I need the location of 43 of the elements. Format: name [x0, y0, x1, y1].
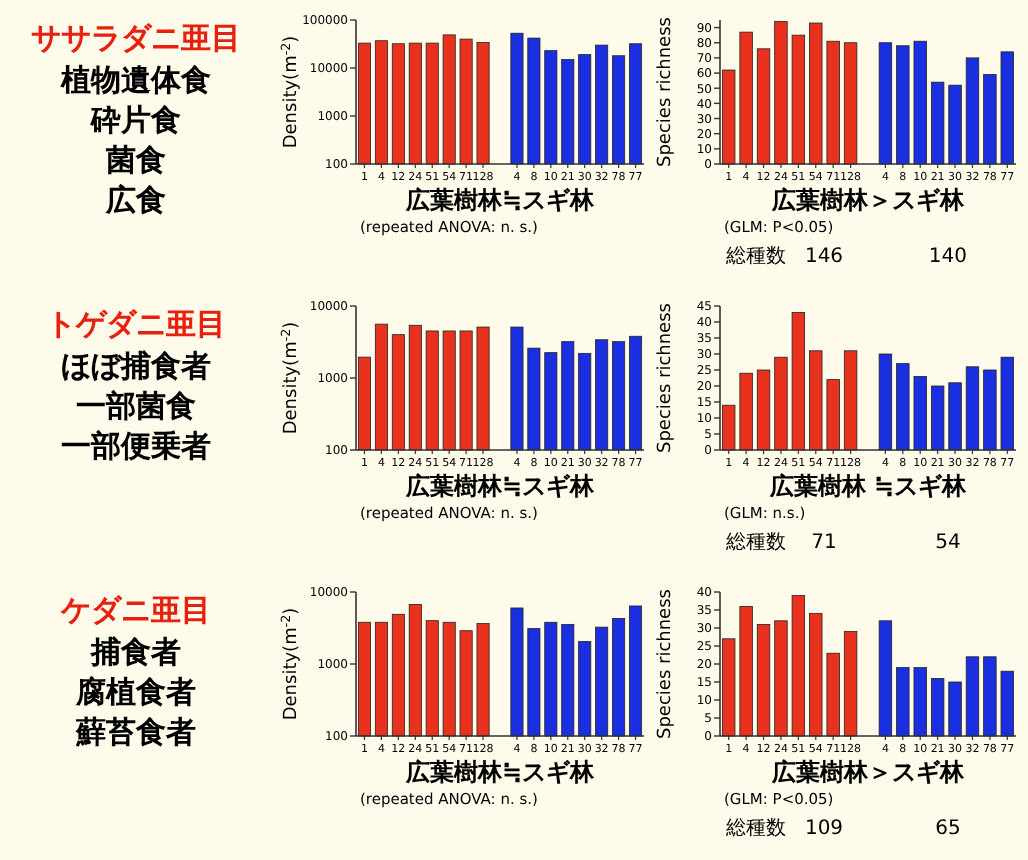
- text: 一部菌食: [76, 388, 196, 424]
- text: 総種数: [724, 816, 786, 840]
- bar: [843, 350, 858, 451]
- y-axis-title: Species richness: [656, 302, 676, 453]
- text: 146: [804, 246, 844, 268]
- text: 54: [935, 532, 961, 554]
- bar: [878, 42, 893, 165]
- text: トゲダニ亜目: [46, 306, 226, 342]
- bar: [756, 369, 771, 451]
- y-axis-title: Species richness: [656, 588, 676, 739]
- bar: [756, 624, 771, 737]
- text: ササラダニ亜目: [31, 20, 241, 56]
- text: 菌食: [104, 142, 166, 178]
- text: 総種数: [724, 244, 786, 268]
- text: 蘚苔食者: [74, 714, 196, 750]
- bar: [965, 656, 980, 737]
- text: 広葉樹林＞スギ林: [770, 758, 966, 786]
- y-axis-title: Species richness: [656, 16, 676, 167]
- text: ケダニ亜目: [59, 592, 211, 628]
- text: 一部便乗者: [61, 428, 211, 464]
- bar: [965, 366, 980, 451]
- bar: [878, 620, 893, 737]
- text: 71: [811, 532, 837, 554]
- text: 広葉樹林 ≒スギ林: [767, 472, 969, 500]
- bar: [843, 42, 858, 165]
- text: ほぼ捕食者: [61, 348, 211, 384]
- text: 総種数: [724, 530, 786, 554]
- bar: [843, 631, 858, 737]
- text: 植物遺体食: [59, 62, 211, 98]
- text: 広葉樹林＞スギ林: [770, 186, 966, 214]
- bar: [756, 48, 771, 165]
- bar: [965, 57, 980, 165]
- text: 広葉樹林≒スギ林: [403, 472, 597, 500]
- text: 捕食者: [89, 634, 181, 670]
- text: 腐植食者: [74, 674, 196, 710]
- text: 65: [935, 818, 961, 840]
- text: 広葉樹林≒スギ林: [403, 186, 597, 214]
- bar: [878, 353, 893, 451]
- text: 109: [804, 818, 844, 840]
- text: 広食: [104, 182, 166, 218]
- text: 140: [928, 246, 968, 268]
- text: 広葉樹林≒スギ林: [403, 758, 597, 786]
- text: 砕片食: [89, 102, 181, 138]
